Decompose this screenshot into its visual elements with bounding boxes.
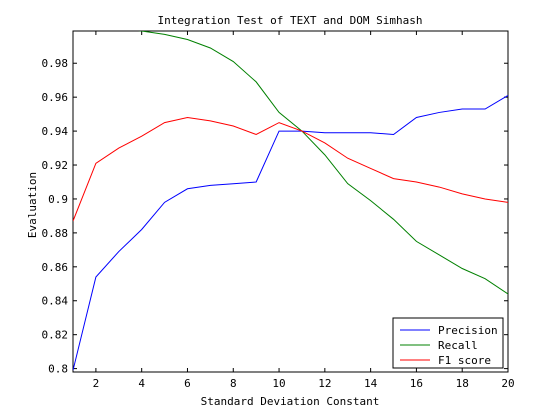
x-tick-label: 18	[456, 377, 469, 390]
y-tick-label: 0.9	[48, 193, 68, 206]
y-tick-label: 0.84	[42, 295, 69, 308]
y-axis: 0.8 0.82 0.84 0.86 0.88 0.9 0.92 0.94 0.96 0.98	[42, 57, 508, 376]
y-tick-label: 0.86	[42, 261, 69, 274]
chart-title: Integration Test of TEXT and DOM Simhash	[158, 14, 423, 27]
y-tick-label: 0.96	[42, 91, 69, 104]
legend-label-f1-score: F1 score	[438, 354, 491, 367]
x-tick-label: 4	[138, 377, 145, 390]
legend-label-recall: Recall	[438, 339, 478, 352]
series-line-f1-score	[73, 117, 508, 222]
y-tick-label: 0.94	[42, 125, 69, 138]
series-line-recall	[138, 31, 508, 295]
x-tick-label: 20	[501, 377, 514, 390]
series-line-precision	[73, 95, 508, 371]
y-tick-label: 0.92	[42, 159, 69, 172]
y-tick-label: 0.88	[42, 227, 69, 240]
x-tick-label: 8	[230, 377, 237, 390]
y-tick-label: 0.8	[48, 363, 68, 376]
y-tick-label: 0.98	[42, 57, 69, 70]
x-tick-label: 14	[364, 377, 378, 390]
y-axis-label: Evaluation	[26, 172, 39, 238]
x-tick-label: 16	[410, 377, 423, 390]
plot-area	[72, 30, 509, 373]
series-group	[73, 31, 508, 371]
y-tick-label: 0.82	[42, 329, 69, 342]
x-tick-label: 2	[93, 377, 100, 390]
x-axis-label: Standard Deviation Constant	[201, 395, 380, 408]
legend-label-precision: Precision	[438, 324, 498, 337]
x-axis: 2 4 6 8 10 12 14 16 18 20	[93, 31, 515, 390]
x-tick-label: 6	[184, 377, 191, 390]
legend: Precision Recall F1 score	[392, 317, 504, 369]
x-tick-label: 10	[272, 377, 285, 390]
x-tick-label: 12	[318, 377, 331, 390]
